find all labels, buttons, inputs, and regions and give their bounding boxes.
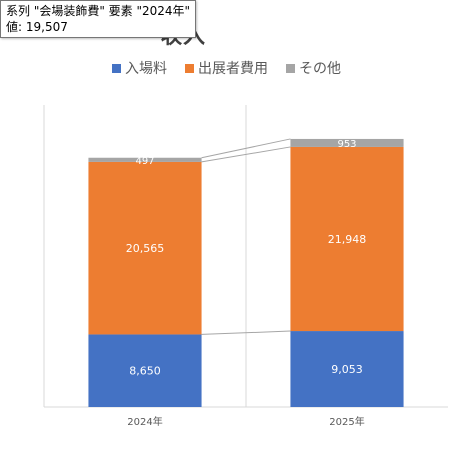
bar-segment[interactable] <box>290 331 404 407</box>
legend-swatch-exhibitor <box>185 63 194 73</box>
legend-label-other: その他 <box>299 61 341 77</box>
data-label: 21,948 <box>328 233 367 246</box>
series-line <box>201 146 291 163</box>
data-label: 20,565 <box>126 242 165 255</box>
bar-segment[interactable] <box>88 334 202 407</box>
tooltip: 系列 "会場装飾費" 要素 "2024年" 値: 19,507 <box>0 0 197 38</box>
legend-item-other[interactable]: その他 <box>286 58 341 78</box>
legend-swatch-other <box>286 63 295 73</box>
legend-label-admission: 入場料 <box>125 61 167 77</box>
bar-segment[interactable] <box>88 161 202 335</box>
legend-item-exhibitor[interactable]: 出展者費用 <box>185 58 268 78</box>
series-line <box>201 138 291 159</box>
data-label: 953 <box>337 139 356 150</box>
tooltip-line-value: 値: 19,507 <box>6 20 68 34</box>
series-line <box>201 330 291 335</box>
x-tick-label: 2024年 <box>127 415 162 428</box>
bar-segment[interactable] <box>290 146 404 332</box>
data-label: 9,053 <box>331 363 363 376</box>
legend-item-admission[interactable]: 入場料 <box>112 58 167 78</box>
data-label: 497 <box>135 156 154 167</box>
legend-swatch-admission <box>112 63 121 73</box>
bar-segment[interactable] <box>88 157 202 162</box>
x-tick-label: 2025年 <box>329 415 364 428</box>
legend: 入場料 出展者費用 その他 <box>0 58 453 78</box>
legend-label-exhibitor: 出展者費用 <box>198 61 268 77</box>
data-label: 8,650 <box>129 365 161 378</box>
bar-segment[interactable] <box>290 138 404 147</box>
tooltip-line-series: 系列 "会場装飾費" 要素 "2024年" <box>6 4 191 18</box>
